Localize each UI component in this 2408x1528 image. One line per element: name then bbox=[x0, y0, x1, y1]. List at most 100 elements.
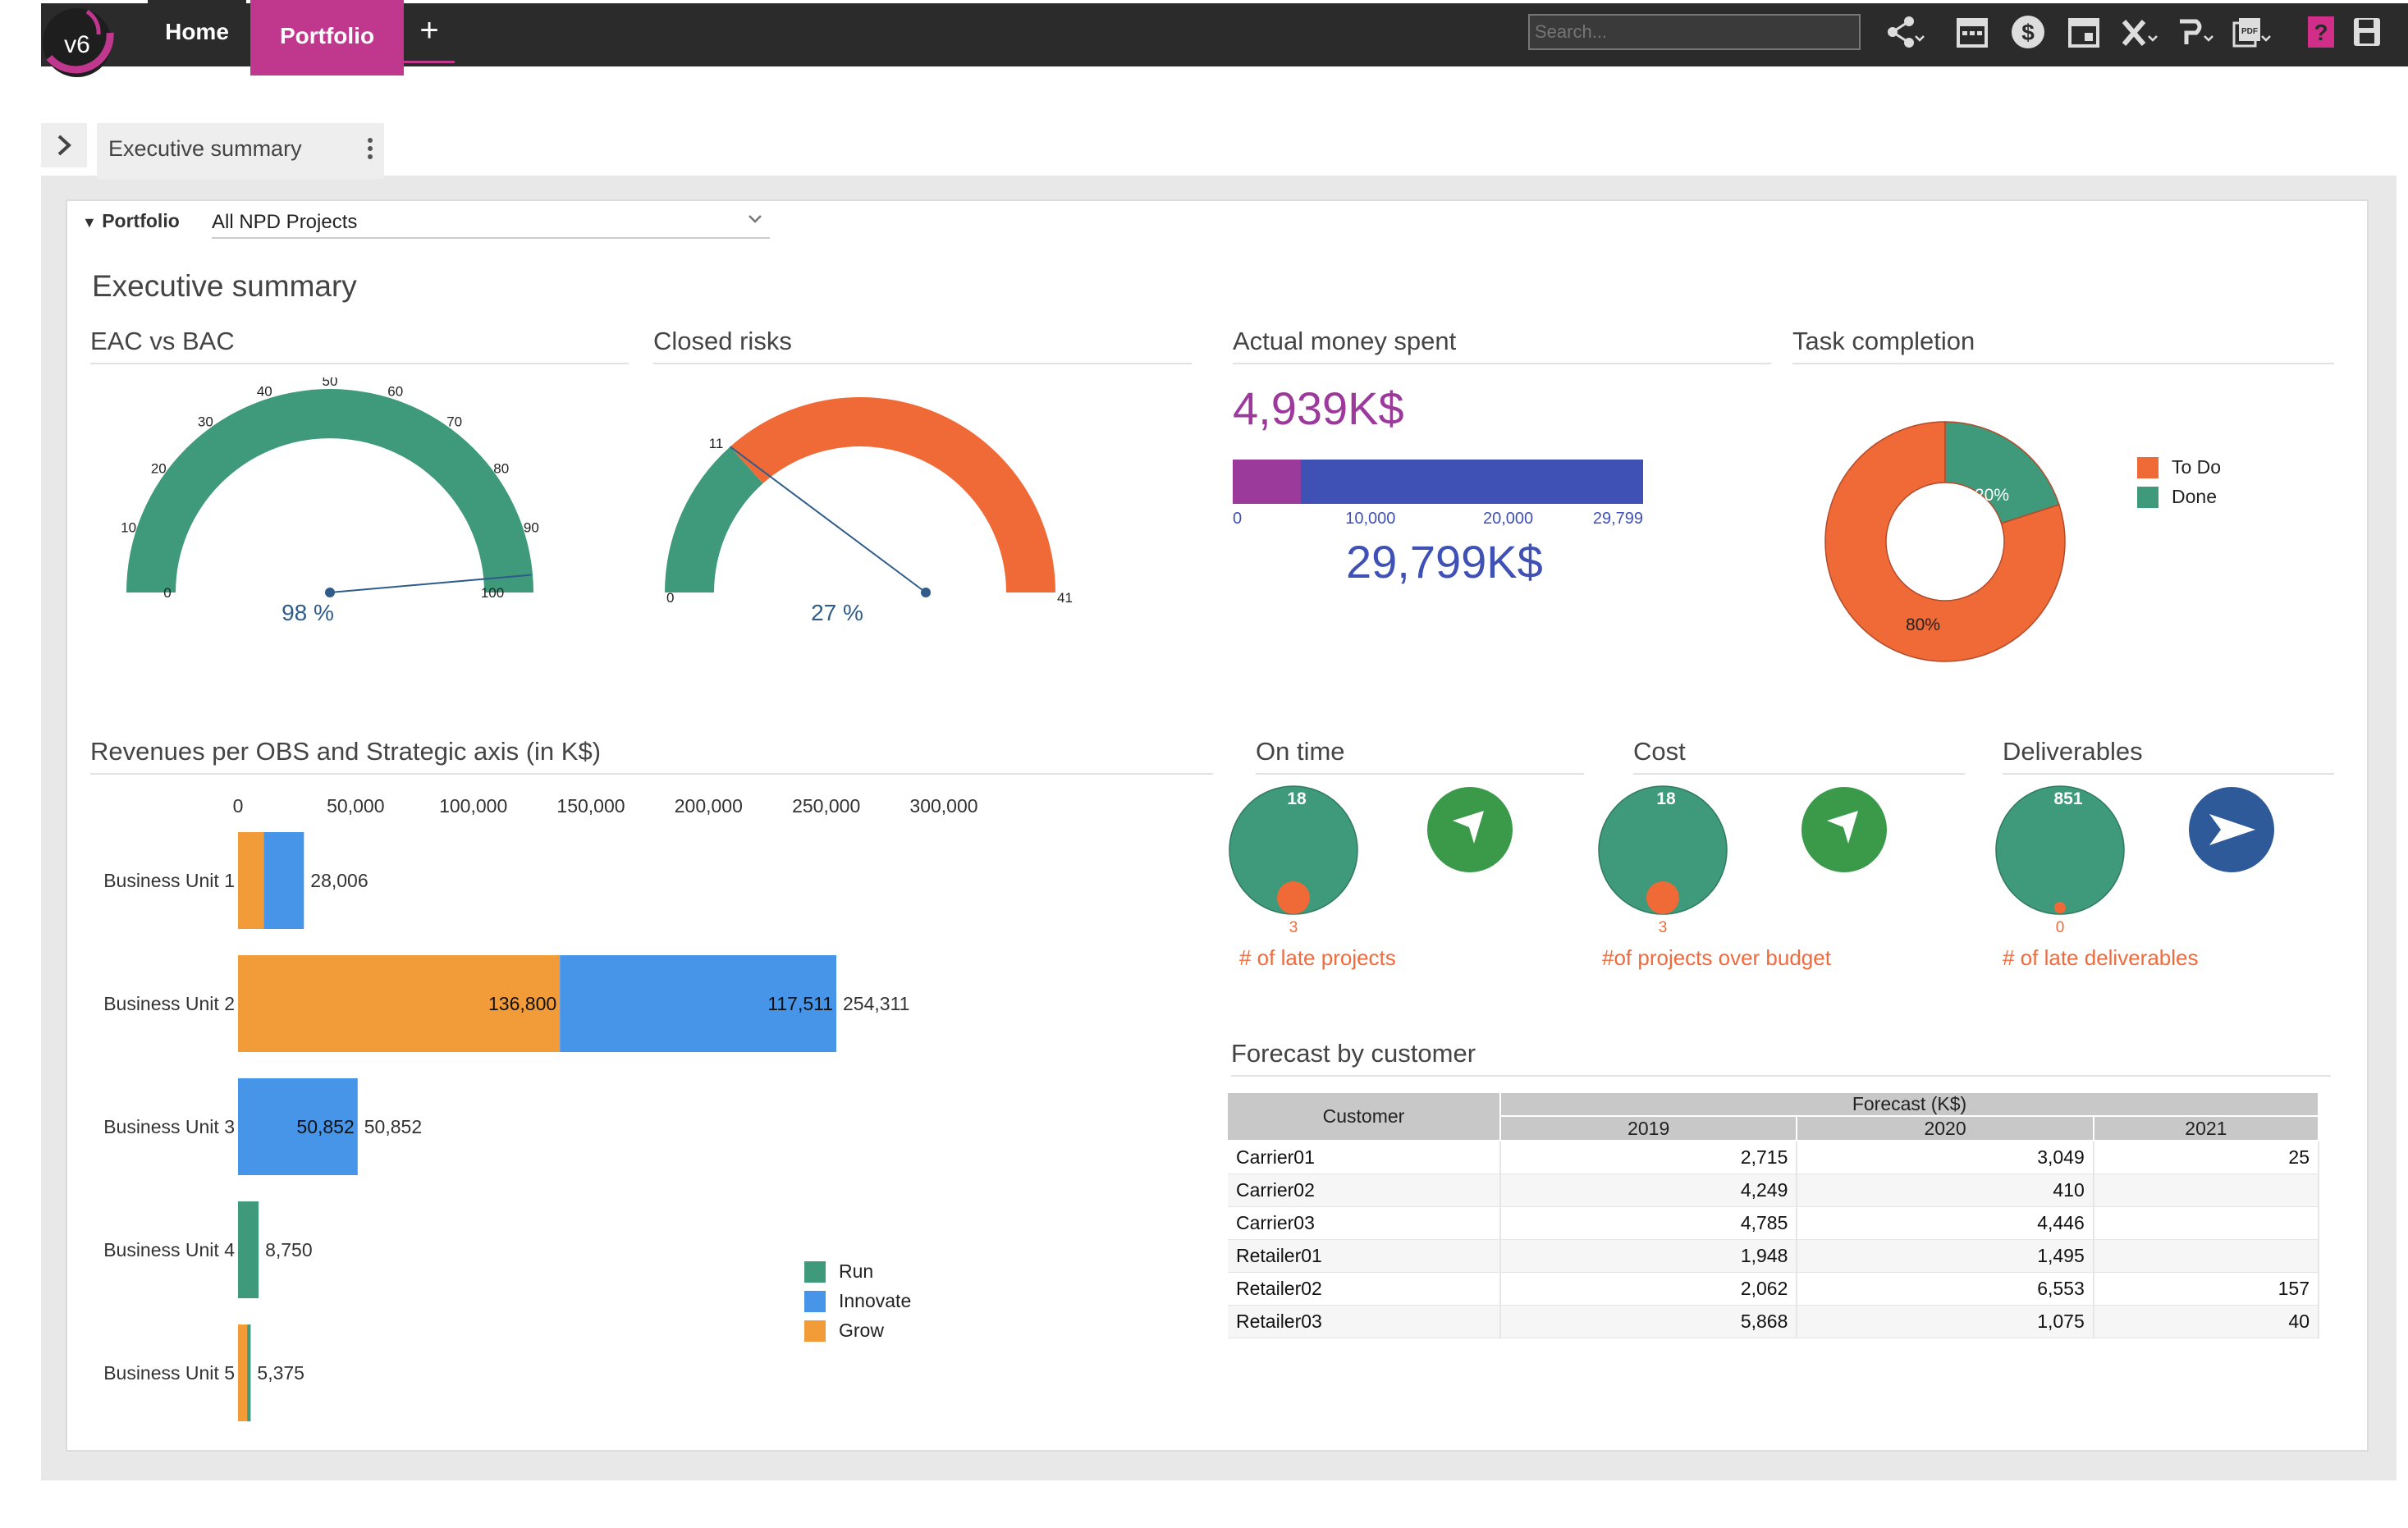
eac-gauge-tick: 30 bbox=[198, 414, 213, 429]
bar-total-label: 254,311 bbox=[843, 993, 909, 1014]
deliverables-kpi-caption: # of late deliverables bbox=[2003, 945, 2199, 970]
add-tab-button[interactable]: + bbox=[404, 0, 455, 63]
forecast-cell-value: 4,446 bbox=[1797, 1206, 2094, 1240]
powerpoint-icon[interactable] bbox=[2175, 13, 2216, 51]
y-category-label: Business Unit 4 bbox=[103, 1239, 235, 1260]
risks-gauge-hub bbox=[921, 588, 931, 597]
risks-gauge-max-label: 41 bbox=[1057, 590, 1073, 606]
x-tick-label: 250,000 bbox=[792, 795, 860, 817]
pdf-icon[interactable]: PDF bbox=[2231, 13, 2272, 51]
calendar-event-icon[interactable] bbox=[2063, 13, 2104, 51]
forecast-cell-customer: Retailer01 bbox=[1228, 1239, 1501, 1273]
money-progress-bar: 0 10,000 20,000 29,799 bbox=[1233, 460, 1643, 528]
donut-slice-todo bbox=[1824, 421, 2066, 662]
cost-kpi-caption: #of projects over budget bbox=[1602, 945, 1831, 970]
share-icon[interactable] bbox=[1884, 13, 1925, 51]
forecast-cell-customer: Carrier03 bbox=[1228, 1206, 1501, 1240]
trend-up-left-icon bbox=[1801, 787, 1887, 872]
bar-segment-grow[interactable] bbox=[238, 832, 264, 929]
task-legend-todo: To Do bbox=[2137, 456, 2221, 478]
forecast-header-year[interactable]: 2020 bbox=[1797, 1116, 2094, 1141]
eac-gauge-arc bbox=[126, 389, 533, 592]
tab-portfolio[interactable]: Portfolio bbox=[250, 0, 404, 75]
forecast-cell-value: 1,948 bbox=[1500, 1239, 1798, 1273]
ontime-kpi-caption: # of late projects bbox=[1239, 945, 1396, 970]
forecast-cell-value: 2,062 bbox=[1500, 1272, 1798, 1306]
breadcrumb[interactable]: Executive summary bbox=[97, 123, 384, 179]
forecast-cell-value: 410 bbox=[1797, 1173, 2094, 1207]
help-icon[interactable]: ? bbox=[2306, 13, 2336, 51]
forecast-cell-value: 1,495 bbox=[1797, 1239, 2094, 1273]
bar-segment-label: 136,800 bbox=[488, 993, 556, 1014]
table-row[interactable]: Retailer01 1,948 1,495 bbox=[1228, 1239, 2320, 1273]
task-completion-donut: 80% 20% bbox=[1824, 421, 2066, 662]
y-category-label: Business Unit 5 bbox=[103, 1362, 235, 1384]
trend-right-icon bbox=[2189, 787, 2274, 872]
y-category-label: Business Unit 1 bbox=[103, 870, 235, 891]
portfolio-select[interactable]: All NPD Projects bbox=[212, 208, 770, 239]
calendar-icon[interactable] bbox=[1952, 13, 1993, 51]
search-input[interactable] bbox=[1528, 14, 1861, 50]
table-row[interactable]: Carrier01 2,715 3,049 25 bbox=[1228, 1141, 2320, 1174]
eac-gauge: 0 10 20 30 40 50 60 70 80 90 100 98 % bbox=[121, 377, 539, 625]
save-icon[interactable] bbox=[2351, 13, 2383, 51]
risks-gauge-value-label: 11 bbox=[709, 436, 724, 451]
revenues-legend-grow: Grow bbox=[804, 1320, 884, 1342]
eac-gauge-needle bbox=[329, 574, 532, 593]
ontime-kpi-dial: 18 3 bbox=[1229, 785, 1358, 936]
excel-icon[interactable] bbox=[2119, 13, 2160, 51]
eac-gauge-tick: 60 bbox=[387, 384, 403, 400]
portfolio-select-value: All NPD Projects bbox=[212, 211, 358, 233]
bar-segment-innovate[interactable] bbox=[560, 955, 837, 1052]
portfolio-filter-toggle[interactable]: ▼ Portfolio bbox=[82, 210, 180, 232]
legend-swatch bbox=[804, 1320, 826, 1342]
bar-segment-grow[interactable] bbox=[238, 955, 561, 1052]
dollar-icon[interactable]: $ bbox=[2007, 13, 2049, 51]
risks-gauge-readout: 27 % bbox=[811, 600, 863, 625]
money-axis-label: 29,799 bbox=[1593, 510, 1643, 528]
legend-swatch bbox=[2137, 486, 2159, 508]
legend-label: Run bbox=[839, 1260, 874, 1282]
ontime-kpi-bottom: 3 bbox=[1289, 919, 1298, 936]
bar-segment-run[interactable] bbox=[247, 1324, 251, 1421]
ontime-section-title: On time bbox=[1256, 737, 1584, 775]
expand-sidebar-button[interactable] bbox=[41, 123, 87, 167]
revenues-section-title: Revenues per OBS and Strategic axis (in … bbox=[90, 737, 1213, 775]
donut-slice-done bbox=[1944, 421, 2060, 524]
forecast-header-year[interactable]: 2019 bbox=[1500, 1116, 1798, 1141]
portfolio-filter-label: Portfolio bbox=[102, 210, 180, 231]
bar-segment-innovate[interactable] bbox=[263, 832, 304, 929]
legend-label: To Do bbox=[2172, 456, 2222, 478]
forecast-header-customer[interactable]: Customer bbox=[1228, 1093, 1501, 1141]
task-legend-done: Done bbox=[2137, 486, 2217, 508]
money-axis-label: 10,000 bbox=[1345, 510, 1395, 528]
x-tick-label: 150,000 bbox=[556, 795, 625, 817]
money-total-value: 29,799K$ bbox=[1346, 536, 1543, 588]
forecast-cell-value bbox=[2093, 1206, 2320, 1240]
bar-segment-innovate[interactable] bbox=[238, 1078, 358, 1175]
money-section-title: Actual money spent bbox=[1233, 327, 1771, 364]
more-vertical-icon[interactable] bbox=[366, 136, 374, 161]
revenues-bar-chart: 0 50,000 100,000 150,000 200,000 250,000 300,0… bbox=[103, 795, 978, 1421]
deliverables-kpi-dial: 851 0 bbox=[1995, 785, 2125, 936]
eac-gauge-hub bbox=[325, 588, 335, 597]
donut-label-todo: 80% bbox=[1906, 615, 1940, 634]
logo-text: v6 bbox=[64, 31, 90, 58]
eac-gauge-tick: 90 bbox=[524, 519, 539, 535]
table-row[interactable]: Carrier02 4,249 410 bbox=[1228, 1173, 2320, 1207]
tab-home[interactable]: Home bbox=[148, 0, 246, 63]
table-row[interactable]: Carrier03 4,785 4,446 bbox=[1228, 1206, 2320, 1240]
bar-segment-run[interactable] bbox=[238, 1201, 259, 1298]
table-row[interactable]: Retailer02 2,062 6,553 157 bbox=[1228, 1272, 2320, 1306]
bar-segment-grow[interactable] bbox=[238, 1324, 248, 1421]
donut-label-done: 20% bbox=[1975, 486, 2009, 505]
svg-text:$: $ bbox=[2021, 20, 2035, 45]
money-axis-label: 0 bbox=[1233, 510, 1242, 528]
trend-up-left-icon bbox=[1427, 787, 1513, 872]
table-row[interactable]: Retailer03 5,868 1,075 40 bbox=[1228, 1305, 2320, 1338]
app-logo[interactable]: v6 bbox=[41, 0, 115, 87]
money-total-bar bbox=[1233, 460, 1643, 504]
forecast-header-year[interactable]: 2021 bbox=[2093, 1116, 2320, 1141]
money-spent-bar bbox=[1233, 460, 1301, 504]
cost-kpi-dial: 18 3 bbox=[1598, 785, 1728, 936]
